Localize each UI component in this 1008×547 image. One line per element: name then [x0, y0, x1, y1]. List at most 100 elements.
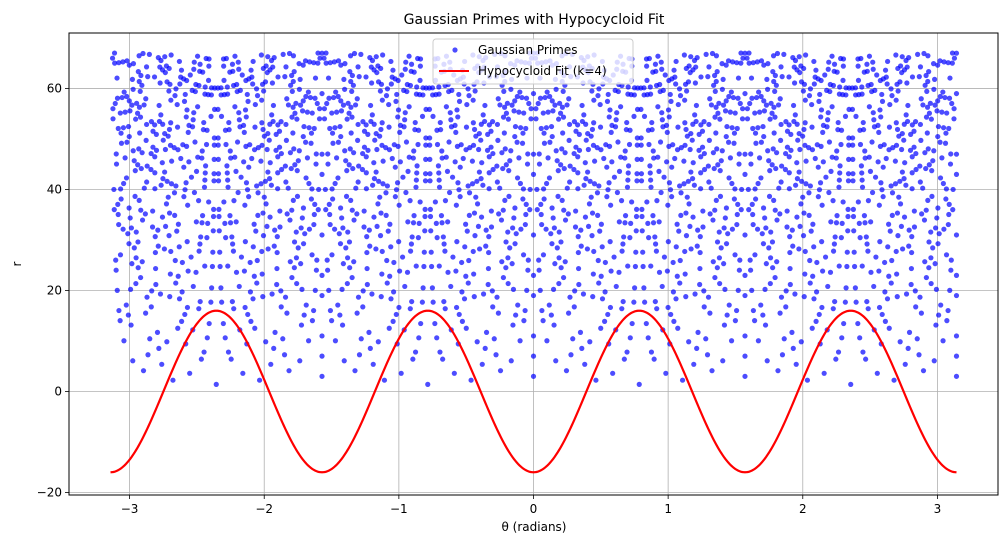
scatter-point [837, 163, 843, 169]
x-tick-label: −3 [121, 502, 139, 516]
scatter-point [644, 63, 650, 69]
scatter-point [816, 98, 822, 104]
scatter-point [224, 163, 230, 169]
scatter-point [724, 123, 730, 130]
scatter-point [183, 114, 189, 120]
scatter-point [278, 288, 284, 294]
scatter-point [463, 273, 469, 279]
scatter-point [427, 206, 433, 212]
scatter-point [308, 130, 315, 136]
scatter-point [541, 130, 547, 136]
scatter-point [283, 179, 289, 185]
scatter-point [758, 139, 764, 145]
scatter-point [673, 296, 679, 302]
scatter-point [540, 252, 547, 258]
scatter-point [118, 186, 124, 192]
scatter-point [755, 125, 761, 131]
scatter-point [361, 224, 367, 230]
scatter-point [624, 184, 631, 190]
scatter-point [486, 170, 492, 176]
scatter-point [253, 228, 259, 234]
scatter-point [944, 110, 950, 116]
scatter-point [772, 88, 778, 94]
scatter-point [346, 239, 353, 245]
scatter-point [291, 69, 297, 75]
scatter-point [898, 146, 905, 153]
scatter-point [846, 156, 852, 162]
scatter-point [202, 170, 208, 176]
scatter-point [438, 213, 445, 219]
scatter-point [763, 102, 770, 108]
scatter-point [208, 113, 214, 119]
scatter-point [705, 294, 712, 300]
scatter-point [828, 168, 834, 174]
scatter-point [767, 168, 773, 174]
scatter-point [538, 211, 544, 218]
scatter-point [591, 248, 597, 255]
scatter-point [415, 235, 421, 241]
scatter-point [453, 304, 460, 311]
scatter-point [571, 119, 578, 125]
scatter-point [829, 53, 835, 59]
scatter-point [678, 190, 684, 196]
scatter-point [314, 100, 320, 107]
scatter-point [943, 130, 949, 136]
scatter-point [931, 86, 937, 92]
scatter-point [471, 294, 477, 300]
scatter-point [790, 345, 796, 351]
scatter-point [260, 210, 266, 216]
scatter-point [489, 288, 495, 294]
scatter-point [422, 213, 428, 220]
scatter-point [835, 119, 841, 126]
scatter-point [329, 186, 335, 192]
scatter-point [136, 197, 142, 203]
scatter-point [264, 146, 270, 153]
scatter-point [830, 306, 836, 312]
scatter-point [748, 75, 755, 81]
scatter-point [300, 98, 306, 104]
scatter-point [727, 109, 733, 115]
scatter-point [312, 201, 318, 207]
scatter-point [590, 271, 596, 277]
scatter-point [654, 306, 660, 312]
scatter-point [510, 225, 516, 231]
scatter-point [200, 69, 206, 75]
scatter-point [718, 158, 724, 164]
scatter-point [713, 78, 719, 85]
scatter-point [877, 239, 883, 245]
scatter-point [735, 75, 742, 81]
scatter-point [419, 299, 425, 305]
scatter-point [681, 52, 687, 58]
scatter-point [294, 280, 300, 287]
scatter-point [406, 104, 412, 110]
scatter-point [669, 164, 675, 170]
scatter-point [819, 202, 825, 208]
scatter-point [725, 139, 732, 145]
scatter-point [787, 265, 793, 272]
scatter-point [330, 196, 336, 202]
scatter-point [632, 263, 639, 270]
scatter-point [242, 304, 248, 311]
scatter-point [289, 207, 295, 213]
scatter-point [652, 241, 659, 247]
scatter-point [908, 131, 914, 137]
scatter-point [651, 356, 657, 362]
scatter-point [145, 352, 151, 358]
scatter-point [302, 231, 308, 237]
y-tick-label: −20 [37, 485, 62, 499]
scatter-point [760, 312, 766, 318]
scatter-point [278, 304, 284, 310]
scatter-point [273, 147, 279, 153]
scatter-point [356, 352, 363, 358]
scatter-point [201, 349, 207, 355]
scatter-point [761, 108, 768, 114]
scatter-point [520, 130, 526, 136]
scatter-point [735, 95, 741, 101]
scatter-point [790, 102, 797, 109]
scatter-point [736, 151, 742, 157]
scatter-point [522, 307, 528, 314]
scatter-point [508, 148, 514, 154]
scatter-point [690, 160, 696, 166]
scatter-point [350, 165, 356, 172]
scatter-point [499, 150, 505, 156]
